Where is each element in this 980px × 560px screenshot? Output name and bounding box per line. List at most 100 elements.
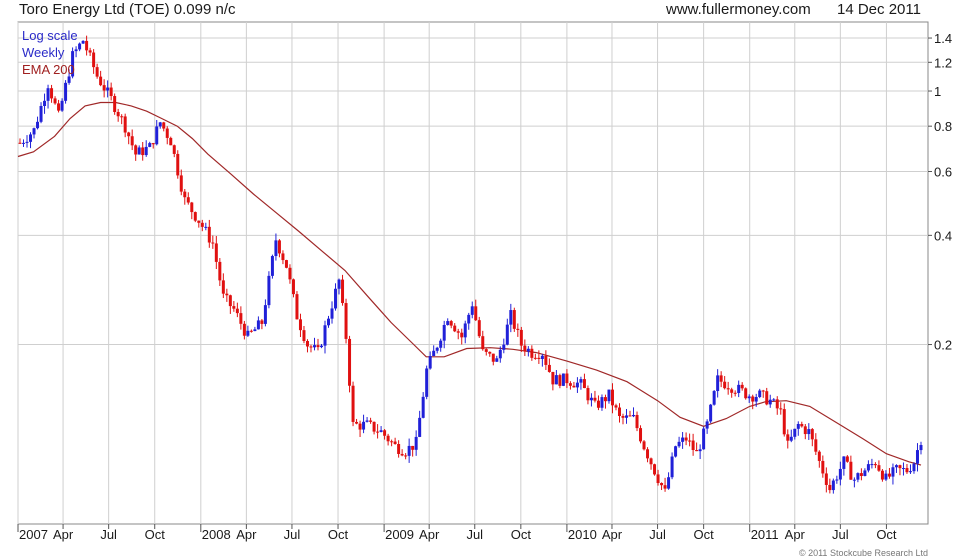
candle — [884, 470, 888, 481]
candle — [463, 320, 467, 344]
candle — [726, 381, 730, 395]
candle — [151, 142, 155, 149]
candle — [467, 312, 471, 330]
candle — [821, 455, 825, 478]
candle — [793, 428, 797, 440]
candle — [351, 381, 355, 427]
candle — [695, 442, 699, 452]
candle — [866, 460, 870, 473]
candle — [460, 328, 464, 345]
candle — [810, 428, 814, 447]
candle — [537, 350, 541, 364]
candle — [642, 440, 646, 451]
candle — [320, 343, 324, 349]
x-tick-label: Jul — [284, 527, 301, 542]
candle — [169, 136, 173, 146]
candle — [740, 382, 744, 391]
candle — [239, 306, 243, 330]
candle — [898, 464, 902, 476]
y-tick-label: 1.4 — [934, 31, 952, 46]
candle — [442, 320, 446, 349]
candle — [681, 432, 685, 449]
candle — [432, 345, 436, 357]
candle — [835, 475, 839, 484]
candle — [589, 393, 593, 407]
candle — [502, 338, 506, 354]
candle — [691, 433, 695, 456]
candle — [141, 141, 145, 161]
candle — [53, 96, 57, 105]
candle — [561, 373, 565, 387]
candle — [211, 235, 215, 249]
candle — [446, 318, 450, 326]
candle — [372, 421, 376, 435]
candle — [309, 344, 313, 353]
candle — [260, 318, 264, 330]
candle — [358, 420, 362, 438]
candle — [912, 462, 916, 474]
candle — [747, 394, 751, 403]
x-tick-label: Oct — [511, 527, 532, 542]
candle — [617, 403, 621, 423]
candle — [596, 395, 600, 411]
candle — [919, 441, 923, 455]
candle — [421, 392, 425, 419]
candle — [632, 407, 636, 418]
candle — [765, 387, 769, 406]
candle — [92, 49, 96, 74]
candle — [674, 445, 678, 458]
x-axis: 2007 Apr Jul Oct 2008 Apr Jul Oct 2009 Apr Jul Oct 2… — [17, 524, 897, 542]
candle — [845, 455, 849, 463]
candle — [137, 145, 141, 155]
ema-layer — [17, 101, 922, 466]
candle — [274, 233, 278, 261]
candle — [407, 438, 411, 463]
x-tick-label: Apr — [419, 527, 440, 542]
candle — [281, 250, 285, 265]
candle — [158, 121, 162, 129]
candle — [95, 63, 99, 79]
legend: Log scale Weekly EMA 200 — [22, 28, 78, 77]
candle — [193, 211, 197, 223]
candle — [758, 388, 762, 399]
x-tick-label: Jul — [649, 527, 666, 542]
x-tick-label: Oct — [876, 527, 897, 542]
candle — [197, 220, 201, 228]
candle-layer — [18, 35, 923, 494]
candle — [660, 482, 664, 491]
candle — [155, 119, 159, 146]
candle — [894, 464, 898, 473]
candle — [470, 301, 474, 319]
candle — [498, 346, 502, 363]
candle — [390, 439, 394, 447]
candle — [635, 411, 639, 432]
candle — [625, 408, 629, 424]
x-tick-label: Jul — [466, 527, 483, 542]
candle — [305, 339, 309, 353]
x-tick-label: 2009 — [385, 527, 414, 542]
candle — [551, 371, 555, 391]
candle — [246, 325, 250, 337]
candle — [484, 348, 488, 356]
candle — [684, 432, 688, 446]
candle — [186, 192, 190, 205]
candle — [22, 139, 26, 147]
candle — [113, 93, 117, 115]
candle — [716, 369, 720, 398]
candle — [737, 380, 741, 398]
candle — [249, 329, 253, 333]
candle — [856, 472, 860, 483]
x-tick-label: 2010 — [568, 527, 597, 542]
candle — [516, 323, 520, 337]
candle — [383, 429, 387, 440]
candle — [341, 274, 345, 306]
candle — [796, 421, 800, 436]
x-tick-label: 2011 — [751, 527, 779, 542]
candle — [653, 463, 657, 476]
candle — [754, 393, 758, 407]
y-tick-label: 1 — [934, 84, 941, 99]
candle — [807, 423, 811, 440]
candle — [842, 456, 846, 476]
candle — [235, 302, 239, 318]
legend-log-scale: Log scale — [22, 28, 78, 43]
